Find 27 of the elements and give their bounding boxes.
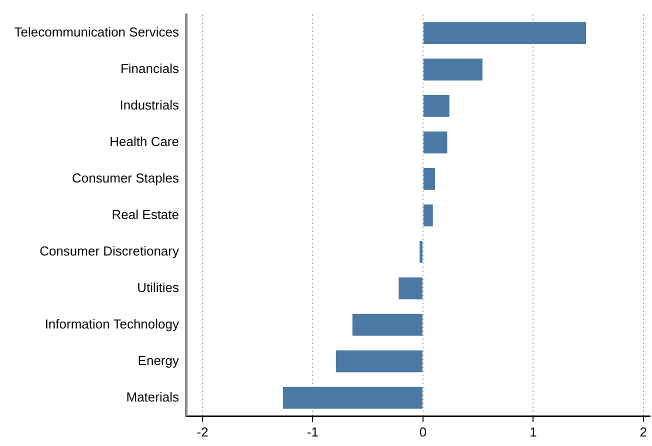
y-tick-label: Consumer Discretionary xyxy=(40,243,180,258)
bar xyxy=(282,386,422,409)
bar xyxy=(423,58,482,80)
x-tick-label: -1 xyxy=(306,424,319,440)
x-tick-label: 1 xyxy=(530,424,537,440)
bar xyxy=(398,277,422,300)
y-tick-label: Information Technology xyxy=(44,316,180,332)
bar xyxy=(336,350,422,372)
bar xyxy=(423,132,448,154)
y-tick-label: Utilities xyxy=(137,280,180,295)
bar xyxy=(423,168,436,190)
x-tick-label: -2 xyxy=(196,424,208,440)
y-tick-label: Real Estate xyxy=(112,206,179,222)
bar xyxy=(423,204,433,226)
y-tick-label: Health Care xyxy=(110,134,179,150)
y-tick-label: Financials xyxy=(120,61,180,76)
x-tick-label: 2 xyxy=(640,424,648,440)
y-tick-label: Telecommunication Services xyxy=(14,24,180,40)
y-tick-label: Energy xyxy=(138,352,180,368)
y-tick-label: Materials xyxy=(126,389,180,404)
x-tick-label: 0 xyxy=(419,424,427,440)
y-tick-label: Consumer Staples xyxy=(72,170,180,186)
bar xyxy=(423,95,450,117)
bar xyxy=(420,240,422,263)
y-tick-label: Industrials xyxy=(120,98,180,113)
bar xyxy=(352,314,422,336)
bar xyxy=(423,22,586,44)
